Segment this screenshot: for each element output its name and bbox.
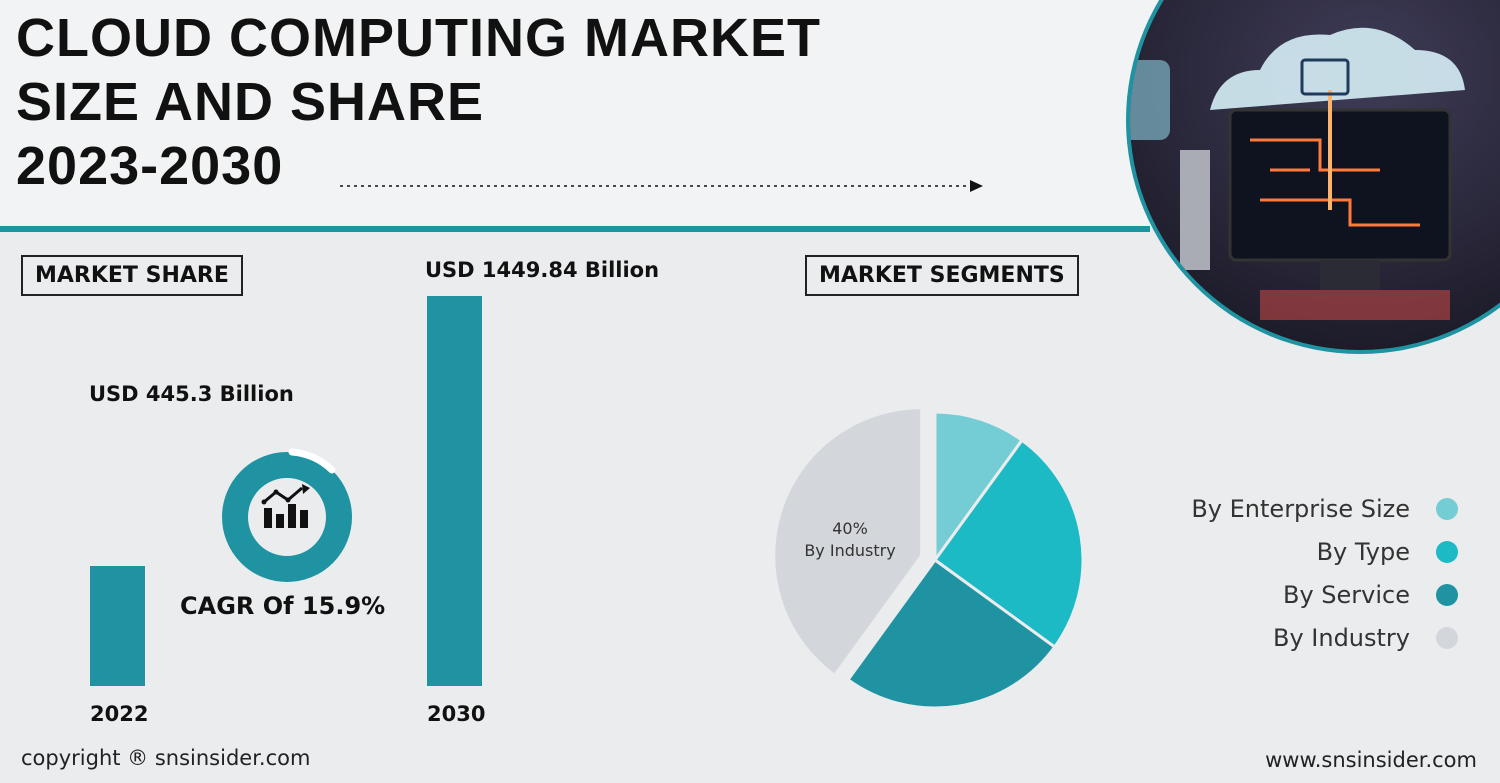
title-line-2: SIZE AND SHARE (16, 72, 485, 132)
pie-slice-by-type (932, 438, 1085, 650)
pie-slice-label-percent: 40% (832, 519, 868, 538)
legend-swatch-service (1436, 584, 1458, 606)
cagr-label: CAGR Of 15.9% (180, 592, 386, 620)
legend-label-industry: By Industry (1272, 624, 1410, 652)
cloud-computer-illustration (1126, 0, 1500, 354)
legend-item-industry: By Industry (1273, 624, 1458, 652)
title-line-3: 2023-2030 (16, 136, 284, 196)
legend-label-enterprise-size: By Enterprise Size (1191, 495, 1410, 523)
segments-pie-chart (772, 406, 1085, 710)
year-label-2030: 2030 (427, 702, 486, 726)
legend-item-type: By Type (1317, 538, 1458, 566)
pie-slice-by-industry (772, 406, 924, 678)
bar-2022 (90, 566, 145, 686)
pie-slice-label: 40% By Industry (780, 518, 920, 562)
pie-slice-label-name: By Industry (804, 541, 896, 560)
legend-label-type: By Type (1316, 538, 1410, 566)
legend-swatch-industry (1436, 627, 1458, 649)
cagr-ring (222, 448, 352, 582)
legend-item-service: By Service (1283, 581, 1458, 609)
year-label-2022: 2022 (90, 702, 149, 726)
market-segments-label: MARKET SEGMENTS (805, 255, 1079, 296)
title-line-1: CLOUD COMPUTING MARKET (16, 8, 821, 68)
chart-growth-icon (261, 484, 310, 528)
header-divider (0, 226, 1150, 232)
dotted-arrow (340, 180, 983, 192)
website-link[interactable]: www.snsinsider.com (1265, 748, 1477, 772)
bar-2030 (427, 296, 482, 686)
pie-slice-by-service (845, 557, 1057, 710)
legend-swatch-type (1436, 541, 1458, 563)
market-share-label: MARKET SHARE (21, 255, 243, 296)
legend-item-enterprise-size: By Enterprise Size (1191, 495, 1458, 523)
pie-slice-by-enterprise-size (933, 410, 1025, 565)
legend-swatch-enterprise-size (1436, 498, 1458, 520)
copyright-text: copyright ® snsinsider.com (21, 746, 311, 770)
legend-label-service: By Service (1283, 581, 1410, 609)
page-title: CLOUD COMPUTING MARKET SIZE AND SHARE 20… (16, 6, 821, 198)
bar-value-label-2022: USD 445.3 Billion (89, 382, 294, 406)
bar-value-label-2030: USD 1449.84 Billion (425, 258, 660, 282)
